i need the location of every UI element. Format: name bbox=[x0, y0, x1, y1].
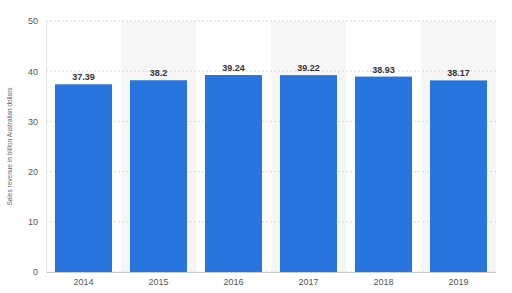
data-label: 38.2 bbox=[150, 68, 168, 78]
column-band bbox=[121, 21, 196, 272]
bars bbox=[55, 75, 487, 272]
y-tick: 10 bbox=[28, 217, 46, 227]
y-tick: 0 bbox=[33, 267, 46, 277]
x-tick-label: 2014 bbox=[73, 277, 93, 287]
data-label: 39.22 bbox=[297, 63, 320, 73]
x-tick: 2017 bbox=[298, 272, 318, 287]
x-tick: 2014 bbox=[73, 272, 93, 287]
x-tick-label: 2015 bbox=[148, 277, 168, 287]
chart: 37.39 38.2 39.24 39.22 38.93 38.17 0 10 20 30 40 50… bbox=[0, 0, 512, 293]
bar bbox=[55, 84, 112, 272]
x-axis-line bbox=[47, 272, 497, 273]
grid-line bbox=[46, 272, 496, 273]
y-tick: 40 bbox=[28, 67, 46, 77]
y-tick-label: 20 bbox=[28, 167, 38, 177]
y-tick: 20 bbox=[28, 167, 46, 177]
grid-line bbox=[46, 221, 496, 222]
y-tick-label: 30 bbox=[28, 117, 38, 127]
y-tick: 30 bbox=[28, 117, 46, 127]
bar bbox=[280, 75, 337, 272]
grid bbox=[46, 21, 496, 272]
data-labels: 37.39 38.2 39.24 39.22 38.93 38.17 bbox=[72, 63, 470, 82]
data-label: 38.17 bbox=[447, 68, 470, 78]
bar bbox=[130, 80, 187, 272]
data-label: 39.24 bbox=[222, 63, 245, 73]
x-tick: 2015 bbox=[148, 272, 168, 287]
y-axis-line bbox=[46, 22, 47, 273]
bar bbox=[205, 75, 262, 272]
x-tick: 2019 bbox=[448, 272, 468, 287]
y-axis: 0 10 20 30 40 50 bbox=[28, 16, 47, 277]
column-bands bbox=[121, 21, 496, 272]
data-label: 37.39 bbox=[72, 72, 95, 82]
column-band bbox=[421, 21, 496, 272]
plot: 37.39 38.2 39.24 39.22 38.93 38.17 0 10 20 30 40 50… bbox=[28, 16, 497, 287]
y-tick-label: 0 bbox=[33, 267, 38, 277]
bar bbox=[355, 77, 412, 272]
grid-line bbox=[46, 71, 496, 72]
y-tick-label: 10 bbox=[28, 217, 38, 227]
x-tick-label: 2016 bbox=[223, 277, 243, 287]
y-tick-label: 50 bbox=[28, 16, 38, 26]
x-axis: 2014 2015 2016 2017 2018 2019 bbox=[47, 272, 497, 287]
x-tick-label: 2018 bbox=[373, 277, 393, 287]
grid-line bbox=[46, 121, 496, 122]
x-tick: 2018 bbox=[373, 272, 393, 287]
column-band bbox=[271, 21, 346, 272]
y-axis-title: Sales revenue in billion Australian doll… bbox=[6, 87, 13, 206]
x-tick: 2016 bbox=[223, 272, 243, 287]
grid-line bbox=[46, 171, 496, 172]
x-tick-label: 2017 bbox=[298, 277, 318, 287]
data-label: 38.93 bbox=[372, 65, 395, 75]
bar bbox=[430, 80, 487, 272]
y-tick: 50 bbox=[28, 16, 46, 26]
x-tick-label: 2019 bbox=[448, 277, 468, 287]
grid-line bbox=[46, 21, 496, 22]
y-tick-label: 40 bbox=[28, 67, 38, 77]
